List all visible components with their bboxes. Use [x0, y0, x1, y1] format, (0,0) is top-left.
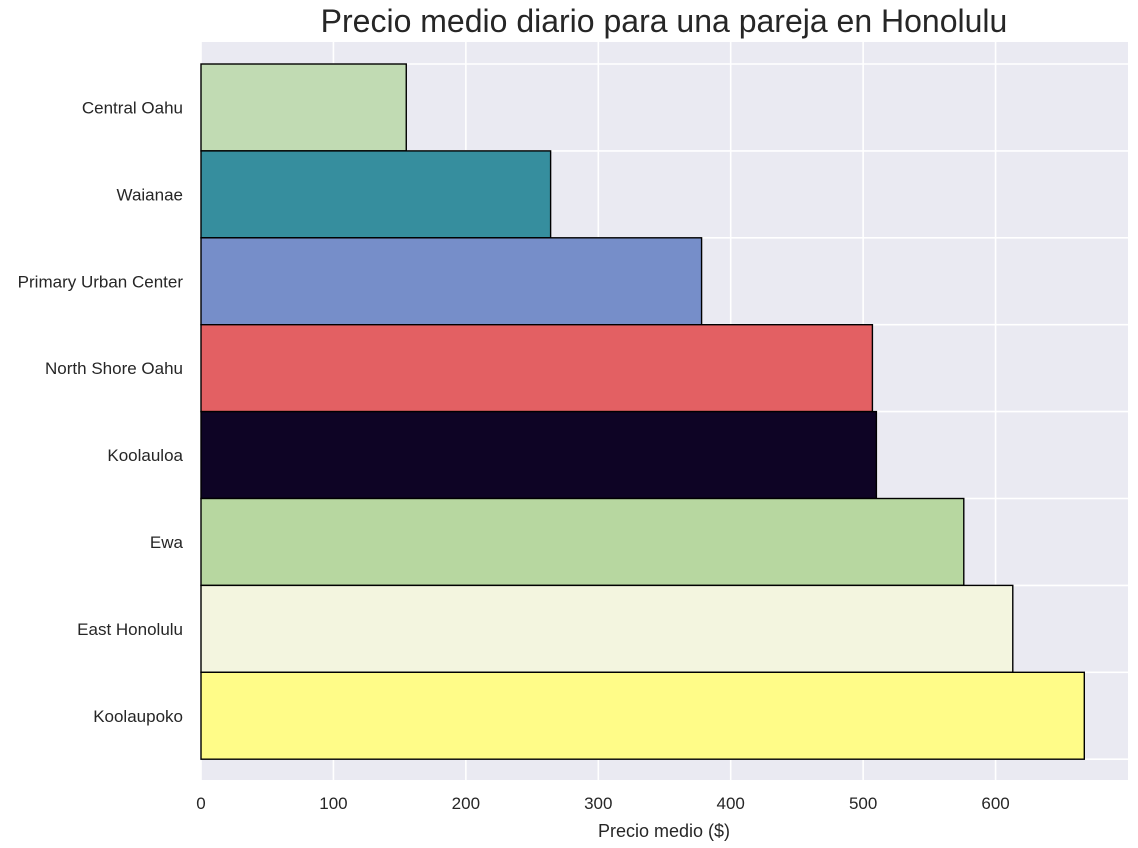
bar-east-honolulu	[200, 584, 1014, 674]
y-tick-label-central-oahu: Central Oahu	[82, 98, 183, 117]
y-tick-label-primary-urban-center: Primary Urban Center	[18, 272, 184, 291]
x-tick-label: 600	[981, 794, 1009, 813]
x-tick-label: 0	[196, 794, 205, 813]
bar-koolauloa	[200, 410, 878, 500]
bar-waianae	[200, 150, 552, 239]
x-axis-label: Precio medio ($)	[598, 821, 730, 841]
x-tick-label: 100	[319, 794, 347, 813]
bar-central-oahu	[200, 63, 407, 152]
y-tick-label-koolaupoko: Koolaupoko	[93, 707, 183, 726]
bars	[200, 63, 1085, 760]
x-tick-label: 300	[584, 794, 612, 813]
bar-north-shore-oahu	[200, 324, 874, 413]
y-tick-label-waianae: Waianae	[117, 185, 183, 204]
y-tick-labels: Central Oahu Waianae Primary Urban Center N…	[18, 98, 184, 725]
y-tick-label-ewa: Ewa	[150, 533, 184, 552]
bar-koolaupoko	[200, 671, 1085, 760]
x-tick-label: 200	[452, 794, 480, 813]
y-tick-label-north-shore-oahu: North Shore Oahu	[45, 359, 183, 378]
bar-primary-urban-center	[200, 237, 703, 326]
chart-title: Precio medio diario para una pareja en H…	[321, 3, 1008, 39]
y-tick-label-east-honolulu: East Honolulu	[77, 620, 183, 639]
x-tick-label: 500	[849, 794, 877, 813]
y-tick-label-koolauloa: Koolauloa	[107, 446, 183, 465]
x-tick-labels: 0 100 200 300 400 500 600	[196, 794, 1009, 813]
bar-ewa	[200, 497, 965, 587]
x-tick-label: 400	[717, 794, 745, 813]
